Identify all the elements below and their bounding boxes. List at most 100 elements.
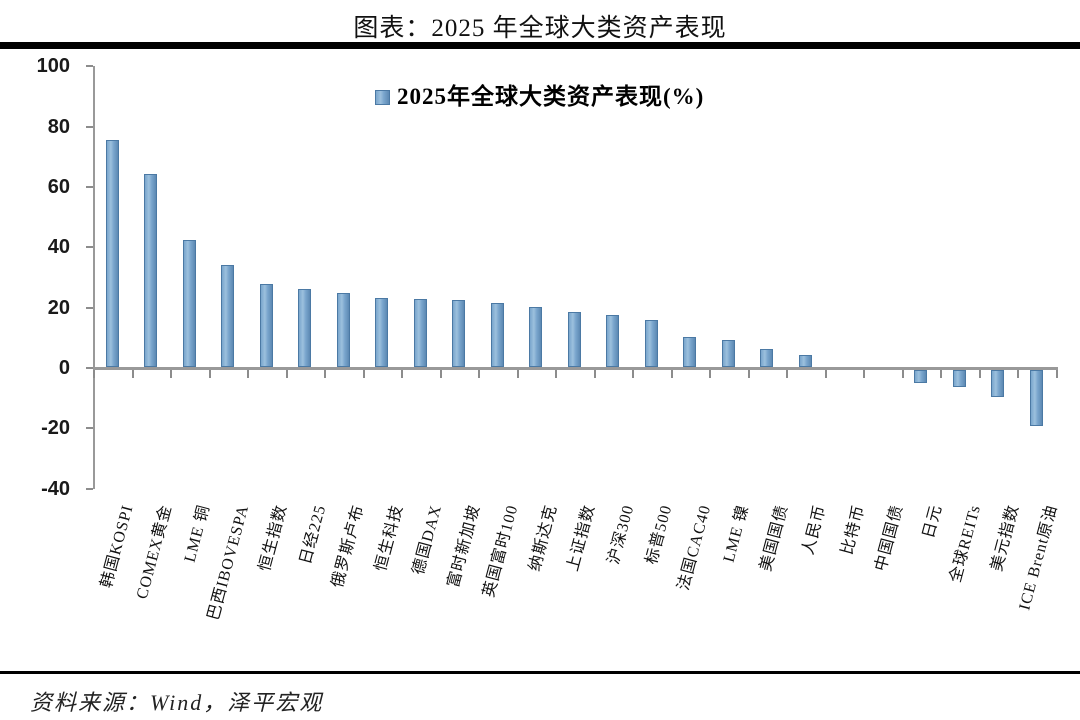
x-axis-category-label: 富时新加坡: [444, 503, 484, 590]
x-axis-category-label: 韩国KOSPI: [98, 503, 137, 590]
x-axis-category-label: 日元: [919, 503, 946, 541]
x-axis-category-label: 俄罗斯卢布: [329, 503, 368, 590]
x-axis-category-label: COMEX黄金: [133, 503, 176, 601]
x-axis-category-label: 日经225: [296, 503, 330, 567]
bar: [452, 300, 466, 367]
x-axis-tick: [131, 370, 134, 378]
y-axis-tick: [86, 367, 93, 369]
bar: [221, 264, 235, 367]
x-axis-category-label: 法国CAC40: [674, 503, 715, 593]
y-axis-tick: [86, 427, 93, 430]
x-axis-category-label: 美元指数: [988, 503, 1023, 574]
x-axis-tick: [170, 370, 172, 378]
y-axis-tick-label: 40: [47, 236, 70, 259]
x-axis-tick: [93, 370, 95, 378]
x-axis-tick: [632, 370, 634, 378]
bar: [336, 292, 350, 367]
x-axis-tick: [709, 370, 711, 378]
x-axis-category-label: 恒生科技: [372, 503, 407, 574]
x-axis-tick: [901, 370, 904, 378]
y-axis-tick: [86, 185, 93, 188]
bar: [298, 289, 312, 367]
x-axis-category-label: 巴西IBOVESPA: [205, 503, 253, 623]
bar: [105, 140, 119, 367]
x-axis-tick: [324, 370, 326, 378]
x-axis-tick: [208, 370, 211, 378]
bar: [529, 307, 543, 367]
top-divider: [0, 42, 1080, 49]
y-axis-tick: [86, 65, 93, 68]
bar: [182, 239, 196, 367]
x-axis-category-label: 上证指数: [564, 503, 599, 574]
bar: [567, 312, 581, 367]
bar: [259, 283, 273, 367]
x-axis-category-label: 标普500: [643, 503, 676, 567]
y-axis-tick-label: -40: [41, 477, 70, 500]
bottom-divider: [0, 671, 1080, 674]
x-axis-tick: [747, 370, 750, 378]
x-axis-tick: [516, 370, 519, 378]
x-axis-tick: [940, 370, 942, 378]
x-axis-category-label: 比特币: [838, 503, 869, 557]
y-axis-tick: [86, 246, 93, 249]
bar: [375, 297, 389, 367]
bar: [760, 349, 774, 367]
chart-legend: 2025年全球大类资产表现(%): [375, 84, 704, 110]
y-axis-tick-label: 100: [36, 55, 70, 78]
x-axis-category-label: 美国国债: [757, 503, 792, 574]
x-axis-category-label: 全球REITs: [946, 503, 984, 585]
bar: [144, 174, 158, 367]
x-axis-category-label: 人民币: [800, 503, 830, 557]
bar: [798, 355, 812, 367]
x-axis-category-label: 德国DAX: [409, 503, 445, 577]
x-axis-tick: [978, 370, 981, 378]
y-axis-tick-label: -20: [41, 417, 70, 440]
x-axis-tick: [478, 370, 480, 378]
x-axis-tick: [285, 370, 288, 378]
y-axis-tick-label: 20: [47, 296, 70, 319]
x-axis-category-label: ICE Brent原油: [1016, 503, 1061, 613]
x-axis-category-label: 英国富时100: [480, 503, 522, 600]
bar: [1029, 370, 1043, 426]
x-axis-tick: [362, 370, 365, 378]
bar: [721, 339, 735, 367]
bar: [644, 319, 658, 367]
x-axis-tick: [555, 370, 557, 378]
x-axis-tick: [824, 370, 827, 378]
x-axis-line: [93, 367, 1058, 370]
legend-label: 2025年全球大类资产表现(%): [397, 84, 705, 109]
x-axis-category-label: 沪深300: [604, 503, 638, 567]
bar: [683, 337, 697, 367]
bar: [991, 370, 1005, 398]
legend-blue-square-icon: [375, 89, 390, 105]
source-note: 资料来源：Wind，泽平宏观: [30, 690, 324, 715]
y-axis-tick-label: 60: [47, 175, 70, 198]
x-axis-tick: [247, 370, 249, 378]
x-axis-tick: [1055, 370, 1058, 378]
x-axis-category-label: 纳斯达克: [526, 503, 561, 574]
bar: [413, 298, 427, 367]
x-axis-tick: [786, 370, 788, 378]
x-axis-tick: [593, 370, 596, 378]
figure-title: 图表：2025 年全球大类资产表现: [353, 15, 727, 42]
x-axis-tick: [863, 370, 865, 378]
bar: [606, 314, 620, 367]
y-axis-tick: [86, 125, 93, 128]
y-axis-tick-label: 0: [58, 357, 70, 379]
y-axis-line: [93, 66, 95, 489]
x-axis-category-label: 中国国债: [872, 503, 907, 574]
y-axis-tick-label: 80: [47, 115, 70, 138]
y-axis-tick: [86, 306, 93, 309]
y-axis-tick: [86, 487, 93, 490]
x-axis-category-label: 恒生指数: [256, 503, 291, 574]
x-axis-tick: [401, 370, 403, 378]
bar: [490, 303, 504, 367]
x-axis-tick: [439, 370, 442, 378]
x-axis-tick: [670, 370, 673, 378]
x-axis-tick: [1017, 370, 1019, 378]
bar: [914, 370, 928, 384]
x-axis-category-label: LME 铜: [182, 503, 214, 565]
bar: [952, 370, 966, 388]
x-axis-category-label: LME 镍: [721, 503, 753, 565]
